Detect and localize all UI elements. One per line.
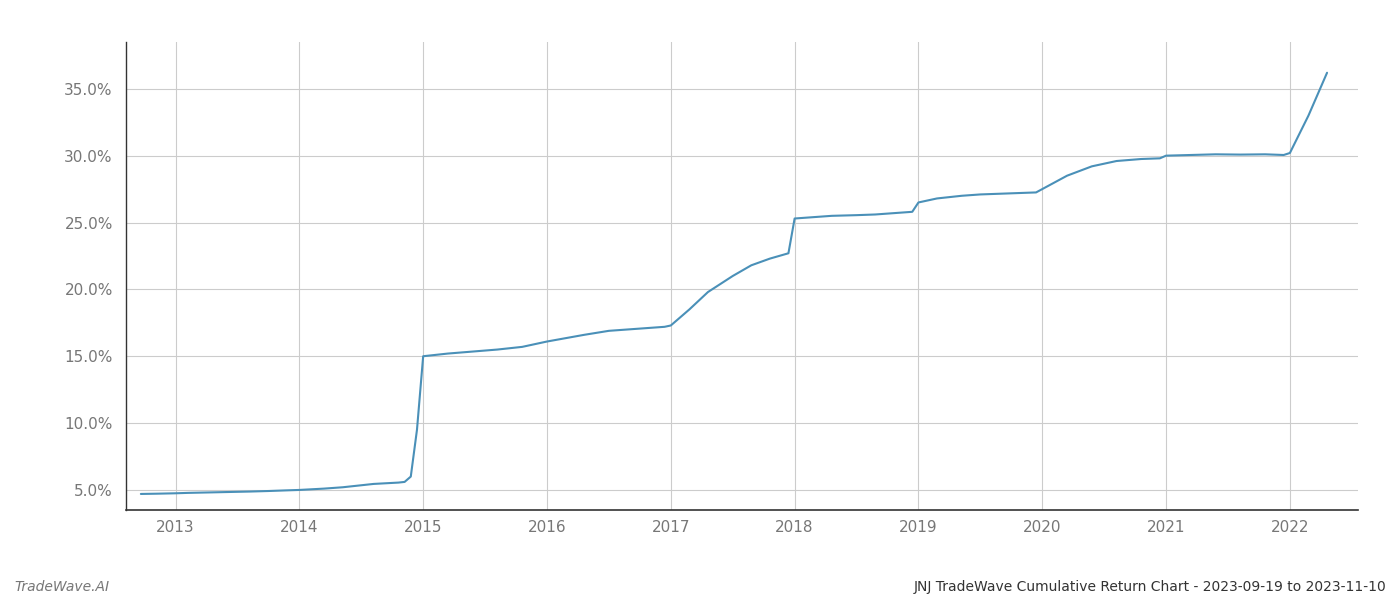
Text: TradeWave.AI: TradeWave.AI: [14, 580, 109, 594]
Text: JNJ TradeWave Cumulative Return Chart - 2023-09-19 to 2023-11-10: JNJ TradeWave Cumulative Return Chart - …: [913, 580, 1386, 594]
